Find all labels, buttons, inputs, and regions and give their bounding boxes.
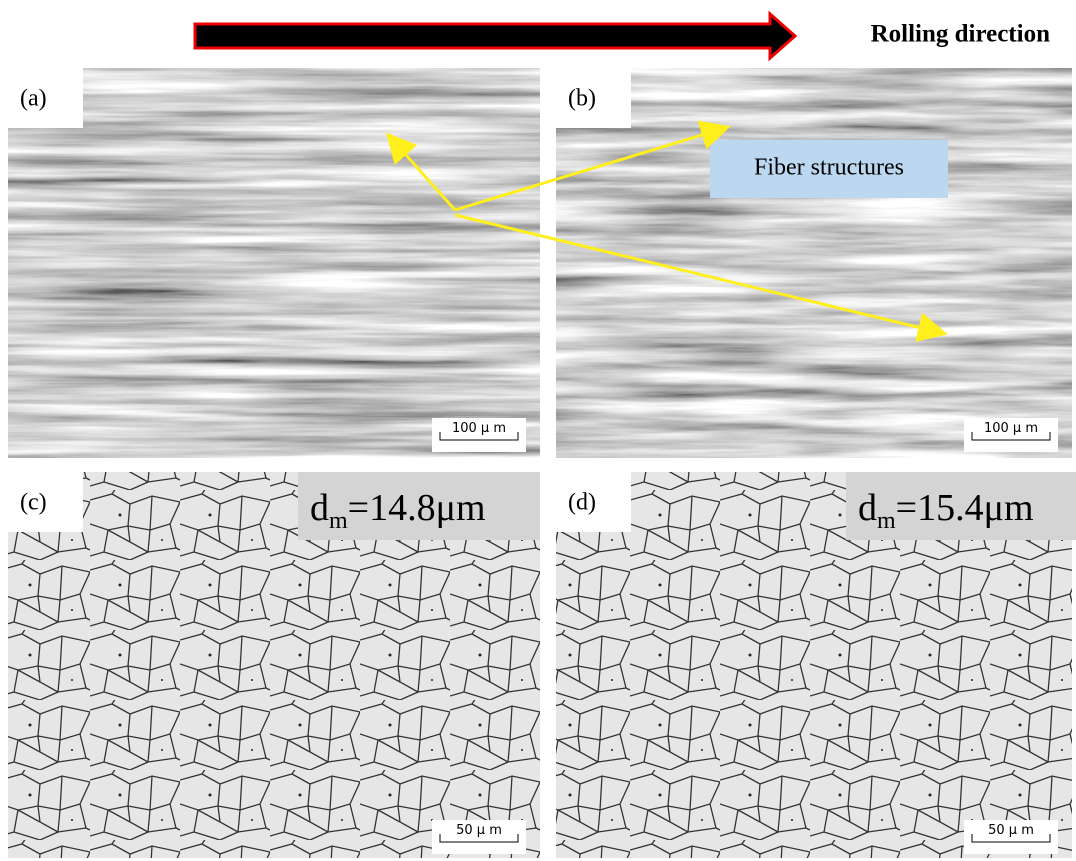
annotation: Fiber structures <box>754 155 904 181</box>
scale-label: 100 μ m <box>452 421 506 436</box>
micrograph-b <box>556 68 1072 458</box>
grain-size-value: =15.4μm <box>896 487 1034 529</box>
direction-label: Rolling direction <box>871 21 1051 48</box>
grain-size-subscript: m <box>329 508 348 534</box>
panel-label: (b) <box>568 86 596 112</box>
panel-label: (c) <box>20 490 47 516</box>
scale-label: 100 μ m <box>984 421 1038 436</box>
grain-size-value: =14.8μm <box>348 487 486 529</box>
scale-label: 50 μ m <box>988 823 1034 838</box>
rolling-arrow <box>195 14 795 58</box>
figure: Rolling direction (a) 100 μ m (b) 100 μ m (c… <box>0 0 1076 861</box>
panel-label: (a) <box>20 86 47 112</box>
panel-label: (d) <box>568 490 596 516</box>
micrograph-a <box>8 68 540 458</box>
scale-label: 50 μ m <box>456 823 502 838</box>
grain-size-symbol: d <box>858 487 877 529</box>
grain-size-symbol: d <box>310 487 329 529</box>
grain-size-subscript: m <box>877 508 896 534</box>
